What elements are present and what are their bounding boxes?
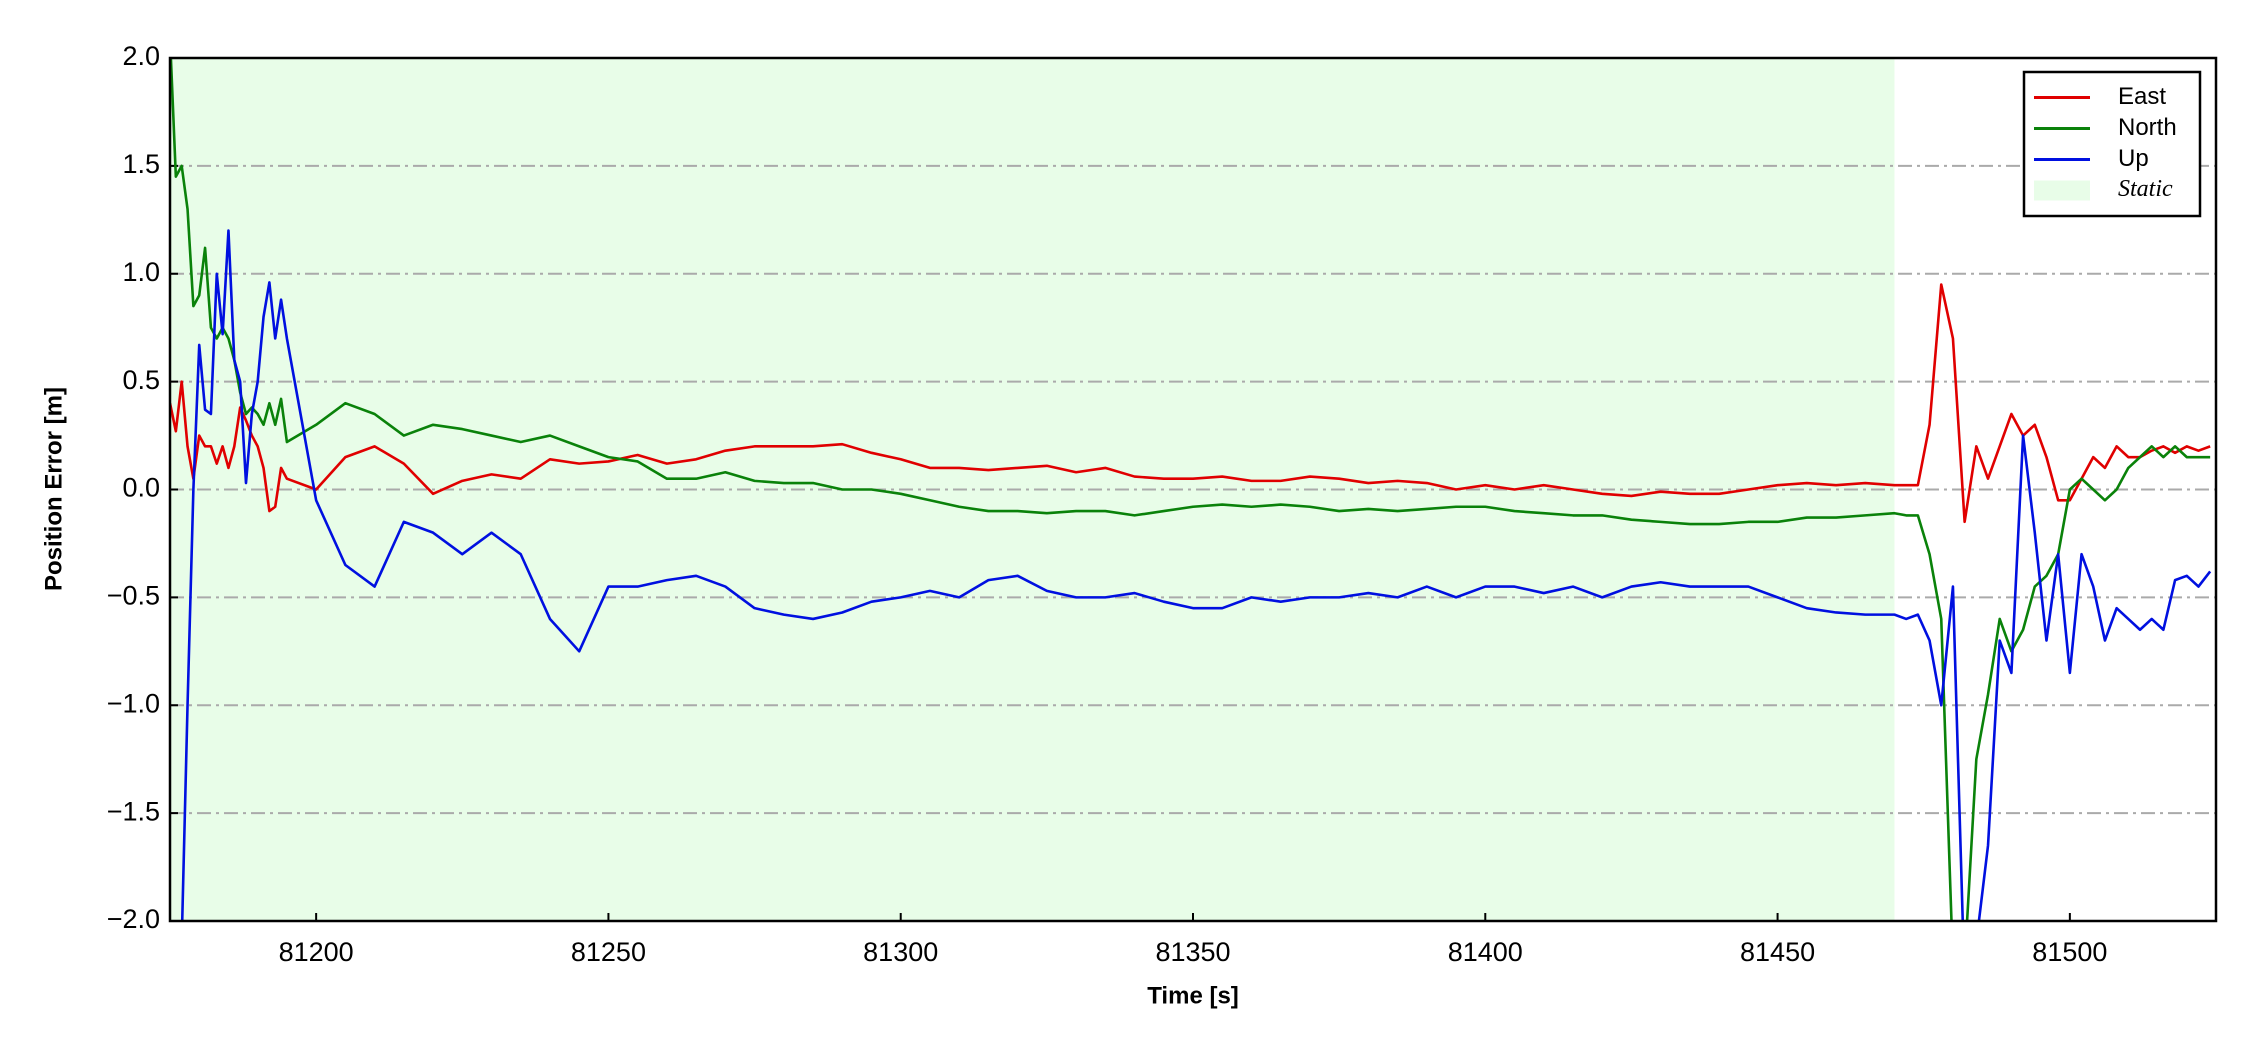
series-line <box>180 229 2212 921</box>
y-tick-label: −2.0 <box>107 904 160 934</box>
legend-label: Up <box>2118 145 2149 172</box>
y-tick-label: −0.5 <box>107 581 160 611</box>
x-tick-label: 81200 <box>279 937 354 967</box>
x-tick-label: 81500 <box>2032 937 2107 967</box>
legend-swatch <box>2034 180 2090 201</box>
x-tick-label: 81250 <box>571 937 646 967</box>
y-tick-label: 0.5 <box>122 365 160 395</box>
y-tick-label: −1.5 <box>107 796 160 826</box>
x-tick-label: 81300 <box>863 937 938 967</box>
legend: East North Up Static <box>2022 70 2202 218</box>
legend-label: Static <box>2118 176 2173 202</box>
legend-label: North <box>2118 114 2177 141</box>
plot-frame <box>168 56 2218 923</box>
x-tick-label: 81400 <box>1448 937 1523 967</box>
series-line <box>170 283 2211 524</box>
x-tick-label: 81450 <box>1740 937 1815 967</box>
x-axis-label: Time [s] <box>1147 982 1239 1009</box>
y-tick-label: 1.0 <box>122 257 160 287</box>
y-tick-label: 0.0 <box>122 473 160 503</box>
y-tick-label: 1.5 <box>122 149 160 179</box>
x-tick-label: 81350 <box>1155 937 1230 967</box>
legend-label: East <box>2118 83 2166 110</box>
y-axis-label: Position Error [m] <box>40 387 67 591</box>
y-tick-label: 2.0 <box>122 41 160 71</box>
y-tick-label: −1.0 <box>107 688 160 718</box>
